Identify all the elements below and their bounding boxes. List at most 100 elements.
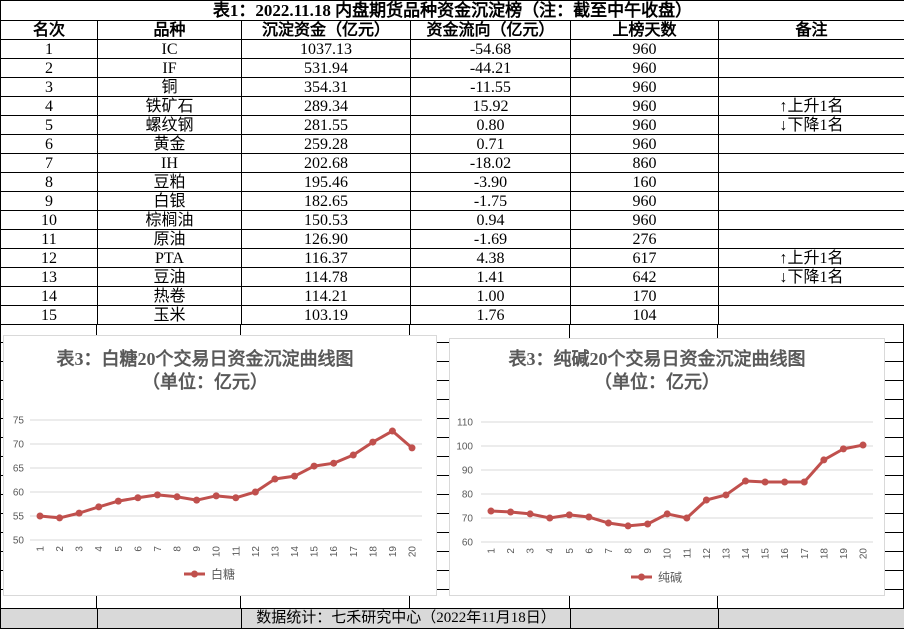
data-point: [232, 494, 239, 501]
x-tick-label: 16: [780, 548, 791, 560]
x-tick-label: 1: [36, 546, 47, 552]
capital-cell: 202.68: [242, 154, 411, 173]
table-row: 2 IF 531.94 -44.21 960: [1, 59, 904, 78]
header-row: 名次 品种 沉淀资金（亿元） 资金流向（亿元） 上榜天数 备注: [1, 21, 904, 40]
days-cell: 617: [571, 249, 719, 268]
data-point: [115, 498, 122, 505]
data-point: [193, 497, 200, 504]
data-point: [644, 521, 651, 528]
rank-cell: 3: [1, 78, 98, 97]
table-row: 9 白银 182.65 -1.75 960: [1, 192, 904, 211]
data-point: [801, 479, 808, 486]
flow-cell: -1.69: [411, 230, 571, 249]
y-tick-label: 60: [462, 538, 474, 549]
chart-subtitle: （单位：亿元）: [450, 371, 864, 393]
data-point: [350, 452, 357, 459]
days-cell: 960: [571, 59, 719, 78]
x-tick-label: 16: [329, 546, 340, 558]
x-tick-label: 8: [173, 546, 184, 552]
days-cell: 960: [571, 40, 719, 59]
x-tick-label: 12: [702, 548, 713, 560]
variety-cell: 黄金: [98, 135, 242, 154]
rank-cell: 6: [1, 135, 98, 154]
footer-cell: [719, 609, 904, 629]
variety-cell: 棕榈油: [98, 211, 242, 230]
x-tick-label: 2: [55, 546, 66, 552]
capital-cell: 1037.13: [242, 40, 411, 59]
footer-cell: [98, 609, 242, 629]
rank-cell: 7: [1, 154, 98, 173]
variety-cell: 豆粕: [98, 173, 242, 192]
y-tick-label: 110: [457, 418, 473, 429]
variety-cell: PTA: [98, 249, 242, 268]
capital-cell: 116.37: [242, 249, 411, 268]
note-cell: [719, 230, 904, 249]
days-cell: 170: [571, 287, 719, 306]
y-tick-label: 75: [13, 416, 25, 427]
x-tick-label: 6: [584, 548, 595, 554]
flow-cell: -1.75: [411, 192, 571, 211]
table-row: 15 玉米 103.19 1.76 104: [1, 306, 904, 325]
note-cell: [719, 173, 904, 192]
note-cell: [719, 40, 904, 59]
header-days: 上榜天数: [571, 21, 719, 40]
days-cell: 960: [571, 211, 719, 230]
rank-cell: 2: [1, 59, 98, 78]
data-point: [95, 503, 102, 510]
variety-cell: 原油: [98, 230, 242, 249]
table-row: 3 铜 354.31 -11.55 960: [1, 78, 904, 97]
x-tick-label: 19: [388, 546, 399, 558]
data-point: [56, 514, 63, 521]
header-flow: 资金流向（亿元）: [411, 21, 571, 40]
capital-cell: 531.94: [242, 59, 411, 78]
data-point: [213, 492, 220, 499]
capital-cell: 354.31: [242, 78, 411, 97]
flow-cell: -18.02: [411, 154, 571, 173]
days-cell: 960: [571, 135, 719, 154]
legend-label: 纯碱: [658, 571, 682, 585]
ranking-table: 表1：2022.11.18 内盘期货品种资金沉淀榜（注：截至中午收盘） 名次 品…: [0, 0, 904, 325]
capital-cell: 114.21: [242, 287, 411, 306]
days-cell: 860: [571, 154, 719, 173]
data-point: [664, 510, 671, 517]
data-point: [37, 513, 44, 520]
x-tick-label: 13: [721, 548, 732, 560]
rank-cell: 11: [1, 230, 98, 249]
variety-cell: 热卷: [98, 287, 242, 306]
data-point: [527, 510, 534, 517]
rank-cell: 1: [1, 40, 98, 59]
x-tick-label: 13: [270, 546, 281, 558]
data-point: [154, 491, 161, 498]
x-tick-label: 17: [800, 548, 811, 560]
capital-cell: 150.53: [242, 211, 411, 230]
x-tick-label: 20: [408, 546, 419, 558]
x-tick-label: 2: [506, 548, 517, 554]
data-point: [722, 491, 729, 498]
data-point: [134, 494, 141, 501]
x-tick-label: 14: [290, 546, 301, 558]
data-point: [488, 508, 495, 515]
x-tick-label: 10: [212, 546, 223, 558]
header-rank: 名次: [1, 21, 98, 40]
variety-cell: 螺纹钢: [98, 116, 242, 135]
x-tick-label: 19: [839, 548, 850, 560]
note-cell: ↓下降1名: [719, 268, 904, 287]
flow-cell: -44.21: [411, 59, 571, 78]
table-row: 4 铁矿石 289.34 15.92 960 ↑上升1名: [1, 97, 904, 116]
x-tick-label: 11: [682, 548, 693, 559]
flow-cell: 1.76: [411, 306, 571, 325]
days-cell: 960: [571, 192, 719, 211]
x-tick-label: 18: [819, 548, 830, 560]
days-cell: 104: [571, 306, 719, 325]
days-cell: 160: [571, 173, 719, 192]
y-tick-label: 80: [462, 490, 474, 501]
days-cell: 642: [571, 268, 719, 287]
rank-cell: 14: [1, 287, 98, 306]
rank-cell: 12: [1, 249, 98, 268]
x-tick-label: 9: [192, 546, 203, 552]
data-point: [703, 497, 710, 504]
data-point: [409, 444, 416, 451]
x-tick-label: 10: [663, 548, 674, 560]
